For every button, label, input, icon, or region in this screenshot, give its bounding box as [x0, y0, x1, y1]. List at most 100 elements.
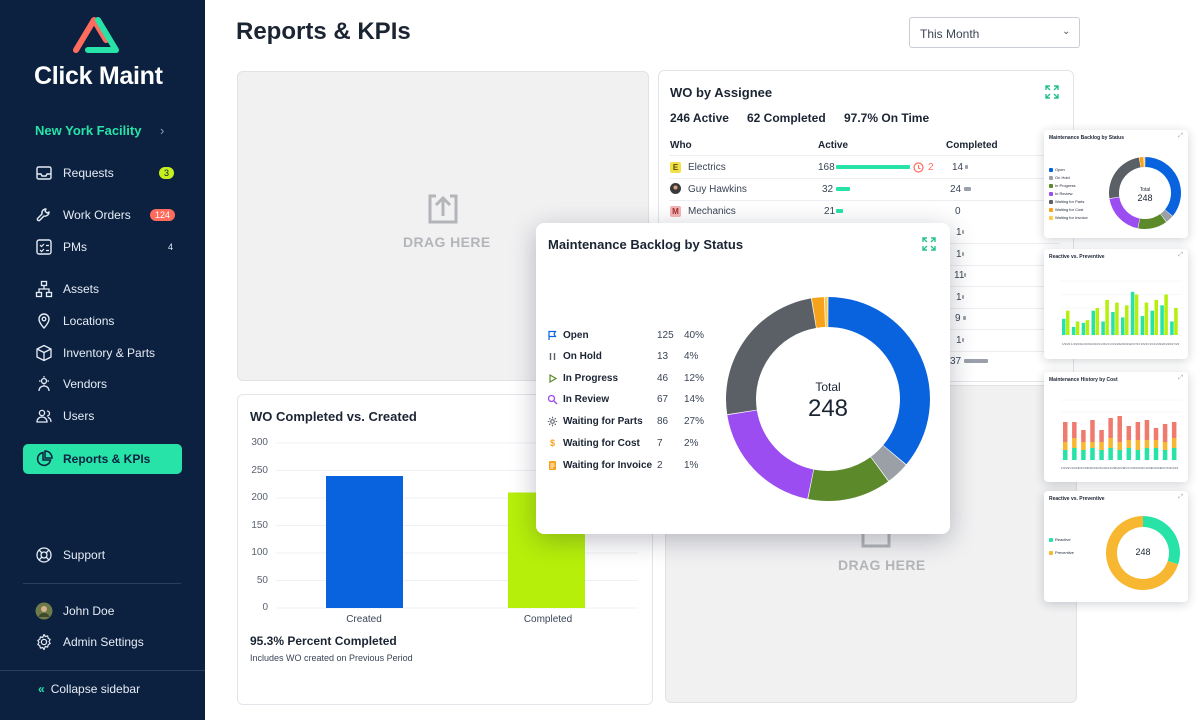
legend-label: Open [563, 330, 589, 341]
legend-count: 125 [657, 330, 674, 341]
donut-slice[interactable] [811, 297, 826, 328]
donut-slice[interactable] [1106, 516, 1179, 590]
mini-legend-item: Waiting for Cost [1049, 207, 1083, 212]
expand-icon[interactable] [1045, 85, 1059, 99]
donut-slice[interactable] [1139, 157, 1144, 168]
bar-preventive [1154, 299, 1158, 335]
donut-slice[interactable] [727, 410, 814, 499]
row-divider [950, 351, 1060, 352]
assignee-name[interactable]: Mechanics [688, 206, 736, 217]
stacked-segment [1144, 440, 1150, 448]
thumbnail-reactive-preventive[interactable]: Reactive vs. Preventive ⤢ 1/9/23 1/16/23 1… [1044, 249, 1188, 359]
donut-slice[interactable] [1145, 157, 1181, 216]
bar-created[interactable] [326, 476, 403, 608]
sidebar-item-admin-settings[interactable]: Admin Settings [23, 627, 182, 657]
sidebar-item-pms[interactable]: PMs 4 [23, 232, 182, 262]
gear-icon [37, 633, 51, 651]
completed-bar [964, 187, 971, 191]
row-divider [950, 265, 1060, 266]
sidebar-item-work-orders[interactable]: Work Orders 124 [23, 200, 182, 230]
donut-slice[interactable] [1143, 516, 1180, 565]
completed-bar [964, 273, 966, 277]
sidebar-item-vendors[interactable]: Vendors [23, 369, 182, 399]
assignee-name[interactable]: Electrics [688, 162, 726, 173]
sidebar-user[interactable]: John Doe [23, 596, 182, 626]
y-tick-label: 150 [251, 519, 268, 531]
stacked-segment [1126, 440, 1132, 448]
mini-legend-item: Preventive [1049, 550, 1074, 555]
pie-chart-icon [36, 450, 53, 467]
donut-slice[interactable] [1138, 214, 1167, 229]
legend-label: In Review [563, 394, 610, 405]
stacked-segment [1135, 450, 1141, 460]
completed-bar [962, 252, 964, 256]
expand-icon[interactable]: ⤢ [1178, 494, 1183, 500]
checklist-icon [36, 239, 52, 255]
completed-count: 11 [954, 270, 965, 281]
legend-count: 67 [657, 394, 669, 405]
legend-row: In Review 67 14% [536, 393, 736, 409]
legend-row: Open 125 40% [536, 329, 736, 345]
thumbnail-reactive-donut[interactable]: Reactive vs. Preventive ⤢ Reactive Preve… [1044, 491, 1188, 602]
bar-preventive [1164, 294, 1168, 335]
sidebar-item-assets[interactable]: Assets [23, 274, 182, 304]
x-tick-label: 3/13/23 [1149, 342, 1159, 346]
facility-selector[interactable]: New York Facility [35, 123, 142, 138]
y-tick-label: 200 [251, 492, 268, 503]
completed-count: 24 [950, 184, 962, 195]
thumbnail-history-cost[interactable]: Maintenance History by Cost ⤢ 1/9/23 1/16… [1044, 372, 1188, 482]
sidebar-item-users[interactable]: Users [23, 401, 182, 431]
sidebar-item-inventory[interactable]: Inventory & Parts [23, 338, 182, 368]
legend-count: 13 [657, 351, 669, 362]
donut-slice[interactable] [1160, 209, 1173, 222]
donut-slice[interactable] [824, 297, 828, 328]
donut-slice[interactable] [726, 298, 817, 415]
stacked-segment [1108, 438, 1113, 448]
expand-icon[interactable] [922, 237, 936, 251]
sidebar-item-label: Work Orders [63, 208, 131, 222]
donut-slice[interactable] [1109, 197, 1140, 229]
hierarchy-icon [35, 280, 53, 298]
completed-bar [964, 359, 988, 363]
expand-icon[interactable]: ⤢ [1178, 252, 1183, 258]
sidebar-item-locations[interactable]: Locations [23, 306, 182, 336]
mini-legend-item: On Hold [1049, 175, 1070, 180]
mini-legend-item: Open [1049, 167, 1065, 172]
donut-slice[interactable] [870, 445, 906, 481]
brand-logo[interactable]: Click Maint [34, 16, 174, 90]
sidebar: Click Maint New York Facility › Requests… [0, 0, 205, 720]
search-icon [547, 394, 558, 405]
vendor-gear-icon [38, 376, 50, 392]
mini-legend-item: Waiting for Parts [1049, 199, 1084, 204]
sidebar-item-requests[interactable]: Requests 3 [23, 158, 182, 188]
legend-percent: 12% [684, 373, 705, 384]
legend-row: In Progress 46 12% [536, 372, 736, 388]
sidebar-item-reports[interactable]: Reports & KPIs [23, 444, 182, 474]
sidebar-item-support[interactable]: Support [23, 540, 182, 570]
invoice-icon [549, 461, 556, 470]
stacked-segment [1090, 448, 1095, 460]
donut-slice[interactable] [808, 457, 889, 501]
collapse-label: Collapse sidebar [50, 682, 141, 696]
period-select[interactable]: This Month ⌄ [909, 17, 1080, 48]
bar-reactive [1160, 305, 1164, 335]
chevron-right-icon[interactable]: › [160, 123, 165, 138]
thumbnail-backlog[interactable]: Maintenance Backlog by Status ⤢ Open On … [1044, 130, 1188, 238]
card-title: Maintenance Backlog by Status [548, 237, 744, 252]
thumbnail-total: 248 [1135, 547, 1151, 557]
stacked-segment [1072, 438, 1077, 448]
bar-preventive [1144, 302, 1149, 335]
period-value: This Month [920, 27, 980, 41]
donut-slice[interactable] [828, 297, 930, 465]
expand-icon[interactable]: ⤢ [1178, 375, 1183, 381]
x-tick-label: 2/20/23 [1114, 466, 1124, 470]
completed-stat: 62 Completed [747, 111, 826, 125]
completed-bar [962, 338, 964, 342]
donut-slice[interactable] [1143, 157, 1145, 168]
thumbnail-title: Maintenance History by Cost [1049, 377, 1118, 383]
thumbnail-title: Reactive vs. Preventive [1049, 496, 1105, 502]
donut-slice[interactable] [1109, 157, 1141, 199]
collapse-sidebar-button[interactable]: « Collapse sidebar [38, 682, 140, 696]
assignee-name[interactable]: Guy Hawkins [688, 184, 747, 195]
expand-icon[interactable]: ⤢ [1178, 133, 1183, 139]
